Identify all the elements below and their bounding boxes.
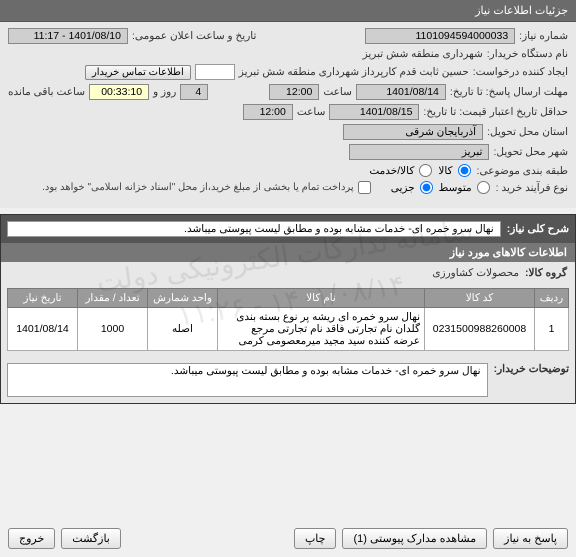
remain-time: 00:33:10 <box>89 84 149 100</box>
requester-value: حسین ثابت قدم کارپرداز شهرداری منطقه شش … <box>239 66 469 78</box>
time-label-1: ساعت <box>323 86 352 98</box>
remain-label: ساعت باقی مانده <box>8 86 85 98</box>
time-label-2: ساعت <box>297 106 326 118</box>
col-idx: ردیف <box>535 289 569 308</box>
radio-small[interactable] <box>420 181 433 194</box>
treasury-checkbox[interactable] <box>358 181 371 194</box>
city-value: تبریز <box>349 144 489 160</box>
buy-type-small-radio[interactable]: جزیی <box>391 181 435 194</box>
items-table: ردیف کد کالا نام کالا واحد شمارش تعداد /… <box>7 288 569 351</box>
radio-goods[interactable] <box>458 164 471 177</box>
requester-label: ایجاد کننده درخواست: <box>473 66 568 78</box>
reply-button[interactable]: پاسخ به نیاز <box>493 528 568 549</box>
need-title-value: نهال سرو خمره ای- خدمات مشابه بوده و مطا… <box>7 221 501 237</box>
footer-bar: پاسخ به نیاز مشاهده مدارک پیوستی (1) چاپ… <box>0 524 576 553</box>
deadline-label: مهلت ارسال پاسخ: تا تاریخ: <box>450 86 568 98</box>
print-button[interactable]: چاپ <box>294 528 337 549</box>
cell-idx: 1 <box>535 308 569 351</box>
cell-code: 0231500988260008 <box>425 308 535 351</box>
treasury-note: پرداخت تمام یا بخشی از مبلغ خرید،از محل … <box>42 182 354 193</box>
items-sub-header: اطلاعات کالاهای مورد نیاز <box>1 243 575 262</box>
category-label: طبقه بندی موضوعی: <box>477 165 568 177</box>
buyer-org-label: نام دستگاه خریدار: <box>487 48 568 60</box>
group-label: گروه کالا: <box>525 267 567 279</box>
pub-datetime-label: تاریخ و ساعت اعلان عمومی: <box>132 30 256 42</box>
pub-datetime-value: 1401/08/10 - 11:17 <box>8 28 128 44</box>
category-service-radio[interactable]: کالا/خدمت <box>369 164 434 177</box>
buyer-note-label: توضیحات خریدار: <box>494 363 569 397</box>
days-left: 4 <box>180 84 208 100</box>
validity-time: 12:00 <box>243 104 293 120</box>
city-label: شهر محل تحویل: <box>493 146 568 158</box>
buy-type-label: نوع فرآیند خرید : <box>496 182 568 194</box>
day-label: روز و <box>153 86 176 98</box>
panel-title: جزئیات اطلاعات نیاز <box>475 5 568 17</box>
need-no-label: شماره نیاز: <box>519 30 568 42</box>
radio-mid[interactable] <box>477 181 490 194</box>
buy-type-mid-radio[interactable]: متوسط <box>439 181 492 194</box>
province-label: استان محل تحویل: <box>487 126 568 138</box>
validity-date: 1401/08/15 <box>329 104 419 120</box>
cell-name: نهال سرو خمره ای ریشه پر نوع بسته بندی گ… <box>218 308 425 351</box>
detail-section: شرح کلی نیاز: نهال سرو خمره ای- خدمات مش… <box>0 214 576 404</box>
panel-header: جزئیات اطلاعات نیاز <box>0 0 576 22</box>
contact-info-button[interactable]: اطلاعات تماس خریدار <box>85 65 191 80</box>
cell-date: 1401/08/14 <box>8 308 78 351</box>
col-code: کد کالا <box>425 289 535 308</box>
items-table-wrap: ردیف کد کالا نام کالا واحد شمارش تعداد /… <box>1 284 575 357</box>
province-value: آذربایجان شرقی <box>343 124 483 140</box>
need-title-label: شرح کلی نیاز: <box>507 223 569 235</box>
deadline-time: 12:00 <box>269 84 319 100</box>
col-name: نام کالا <box>218 289 425 308</box>
radio-service[interactable] <box>419 164 432 177</box>
deadline-date: 1401/08/14 <box>356 84 446 100</box>
cell-qty: 1000 <box>78 308 148 351</box>
buyer-note-value: نهال سرو خمره ای- خدمات مشابه بوده و مطا… <box>7 363 488 397</box>
requester-extra-field[interactable] <box>195 64 235 80</box>
validity-label: حداقل تاریخ اعتبار قیمت: تا تاریخ: <box>423 106 568 118</box>
cell-unit: اصله <box>148 308 218 351</box>
form-area: شماره نیاز: 1101094594000033 تاریخ و ساع… <box>0 22 576 208</box>
back-button[interactable]: بازگشت <box>61 528 121 549</box>
col-unit: واحد شمارش <box>148 289 218 308</box>
need-no-value: 1101094594000033 <box>365 28 515 44</box>
category-goods-radio[interactable]: کالا <box>438 164 472 177</box>
buyer-org-value: شهرداری منطقه شش تبریز <box>363 48 483 60</box>
col-qty: تعداد / مقدار <box>78 289 148 308</box>
exit-button[interactable]: خروج <box>8 528 55 549</box>
col-date: تاریخ نیاز <box>8 289 78 308</box>
table-row[interactable]: 1 0231500988260008 نهال سرو خمره ای ریشه… <box>8 308 569 351</box>
table-header-row: ردیف کد کالا نام کالا واحد شمارش تعداد /… <box>8 289 569 308</box>
attachments-button[interactable]: مشاهده مدارک پیوستی (1) <box>342 528 487 549</box>
group-value: محصولات کشاورزی <box>432 267 519 279</box>
